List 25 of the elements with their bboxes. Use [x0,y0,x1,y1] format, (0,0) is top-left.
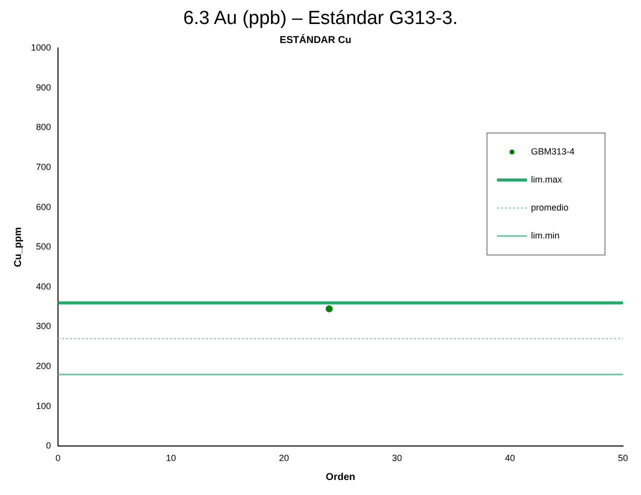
x-tick-label: 30 [392,453,402,464]
y-tick-label: 400 [36,281,52,292]
x-tick-label: 10 [166,453,176,464]
x-tick-label: 50 [618,453,628,464]
x-tick-label: 40 [504,453,516,464]
y-tick-label: 300 [36,321,52,332]
x-axis-title: Orden [326,472,356,483]
legend-label: GBM313-4 [531,146,575,156]
y-tick-label: 700 [36,162,52,172]
x-tick-label: 0 [56,453,61,464]
y-tick-label: 1000 [30,42,52,52]
y-tick-label: 900 [36,82,52,92]
legend-label: lim.min [531,230,560,240]
legend-label: lim.max [531,174,562,184]
y-tick-label: 200 [36,361,52,372]
y-tick-label: 0 [46,440,52,451]
y-tick-label: 600 [36,202,52,212]
y-tick-label: 500 [36,242,52,252]
chart-title: 6.3 Au (ppb) – Estándar G313-3. [182,8,459,30]
y-tick-label: 100 [36,400,52,411]
y-tick-label: 800 [36,122,52,132]
y-axis-title: Cu_ppm [12,226,24,268]
chart-subtitle: ESTÁNDAR Cu [280,34,352,46]
x-tick-label: 20 [279,453,290,464]
legend-label: promedio [531,202,569,212]
